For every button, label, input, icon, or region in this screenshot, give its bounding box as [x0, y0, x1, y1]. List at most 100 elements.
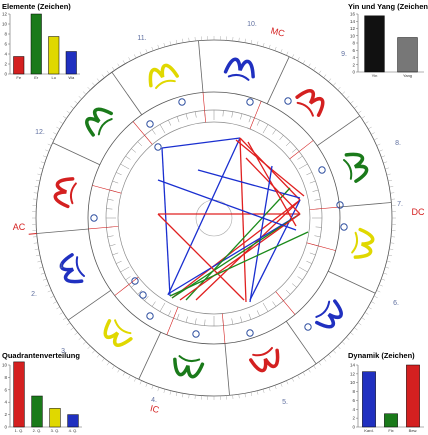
y-tick-label: 14: [350, 363, 356, 368]
degree-tick: [262, 302, 269, 312]
aspect-line: [157, 179, 297, 231]
outer-degree-tick: [368, 126, 372, 130]
bar: [13, 56, 25, 75]
planet-icon: [284, 97, 292, 105]
aspect-line: [197, 169, 301, 199]
outer-degree-tick: [53, 132, 57, 135]
virgo-icon: [342, 152, 369, 183]
pisces-icon: [59, 253, 86, 284]
degree-tick: [176, 116, 180, 123]
planet-icon: [131, 277, 139, 285]
outer-degree-tick: [74, 100, 78, 104]
y-tick-label: 0: [352, 70, 355, 75]
degree-tick: [168, 310, 172, 316]
outer-degree-tick: [56, 306, 60, 310]
house-number: 3.: [61, 348, 67, 355]
outer-degree-tick: [33, 192, 38, 194]
y-tick-label: 2: [352, 62, 355, 67]
outer-degree-tick: [280, 49, 283, 54]
sign-divider: [36, 228, 89, 234]
outer-degree-tick: [66, 322, 71, 326]
outer-degree-tick: [371, 301, 375, 304]
aquarius-icon: [103, 319, 133, 347]
zodiac-sign-glyphs: [53, 57, 375, 379]
y-tick-label: 6: [4, 42, 7, 47]
yinyang-chart-title: Yin und Yang (Zeichen): [348, 2, 428, 11]
bar-label: Er: [34, 75, 39, 80]
degree-tick: [185, 316, 188, 323]
scorpio-glyph-stroke: [315, 300, 331, 318]
outer-degree-tick: [371, 132, 375, 135]
degree-tick: [144, 295, 149, 301]
degree-tick: [159, 124, 166, 134]
outer-degree-tick: [337, 345, 341, 350]
planet-icon: [192, 330, 200, 338]
aspect-line: [249, 199, 301, 301]
outer-degree-tick: [112, 67, 115, 71]
y-tick-label: 10: [2, 363, 8, 368]
house-number: 1.: [59, 263, 65, 270]
degree-tick: [168, 120, 172, 126]
outer-degree-tick: [238, 37, 240, 42]
degree-tick: [120, 266, 130, 273]
scorpio-icon: [315, 299, 343, 329]
sign-divider: [339, 202, 392, 208]
y-tick-label: 2: [352, 416, 355, 421]
y-tick-label: 8: [4, 375, 7, 380]
outer-degree-tick: [350, 100, 354, 104]
outer-degree-tick: [373, 138, 378, 141]
zodiac-ring: [35, 39, 393, 397]
outer-degree-tick: [256, 41, 259, 46]
degree-tick: [125, 276, 131, 281]
outer-degree-tick: [96, 354, 100, 358]
dynamik-chart-plot: 0 2 4 6 8 10 12 14 Kard. Fix Bew.: [350, 363, 424, 433]
outer-degree-tick: [313, 365, 316, 369]
y-tick-label: 8: [352, 389, 355, 394]
bar-label: 2. Q.: [33, 428, 42, 433]
zodiac-outer-circle: [35, 39, 393, 397]
y-tick-label: 4: [352, 407, 355, 412]
outer-degree-tick: [34, 248, 39, 250]
outer-degree-tick: [117, 368, 120, 373]
degree-tick: [116, 260, 122, 264]
planet-icon: [340, 223, 348, 231]
aries-glyph-stroke: [69, 182, 77, 205]
libra-icon: [351, 227, 375, 259]
outer-degree-tick: [101, 358, 105, 362]
outer-degree-tick: [250, 392, 253, 397]
house-cusp-line: [202, 92, 206, 123]
degree-tick: [297, 276, 303, 281]
gemini-glyph-stroke: [155, 79, 176, 90]
degree-tick: [285, 141, 291, 147]
outer-degree-tick: [376, 290, 381, 293]
degree-tick: [314, 198, 321, 201]
y-tick-label: 10: [350, 33, 356, 38]
outer-degree-tick: [188, 394, 190, 399]
outer-degree-tick: [323, 358, 327, 362]
house-numbers: 1. 2. 3. 4. 5. 6. 7. 8. 9. 10. 11. 12.: [31, 21, 403, 406]
degree-tick: [315, 226, 322, 228]
scorpio-glyph-stroke: [315, 299, 343, 329]
house-number: 4.: [151, 397, 157, 404]
outer-degree-tick: [250, 39, 253, 44]
outer-degree-tick: [96, 78, 100, 82]
outer-degree-tick: [38, 167, 43, 170]
degree-tick: [240, 113, 243, 120]
degree-tick: [248, 116, 252, 123]
degree-tick: [194, 318, 197, 325]
taurus-icon: [85, 107, 113, 137]
cancer-glyph-stroke: [223, 57, 255, 79]
y-tick-label: 2: [4, 412, 7, 417]
y-tick-label: 16: [350, 12, 356, 17]
degree-tick: [285, 289, 291, 295]
degree-tick: [125, 155, 131, 160]
y-tick-label: 4: [352, 55, 355, 60]
y-tick-label: 4: [4, 52, 7, 57]
degree-tick: [262, 124, 269, 134]
bar: [384, 413, 398, 428]
bar-label: 4. Q.: [69, 428, 78, 433]
outer-degree-tick: [63, 116, 67, 119]
quadrant-chart: Quadrantenverteilung 0 2 4 6 8 10 1. Q. 2. Q. 3.…: [0, 351, 84, 435]
outer-degree-tick: [45, 149, 50, 152]
